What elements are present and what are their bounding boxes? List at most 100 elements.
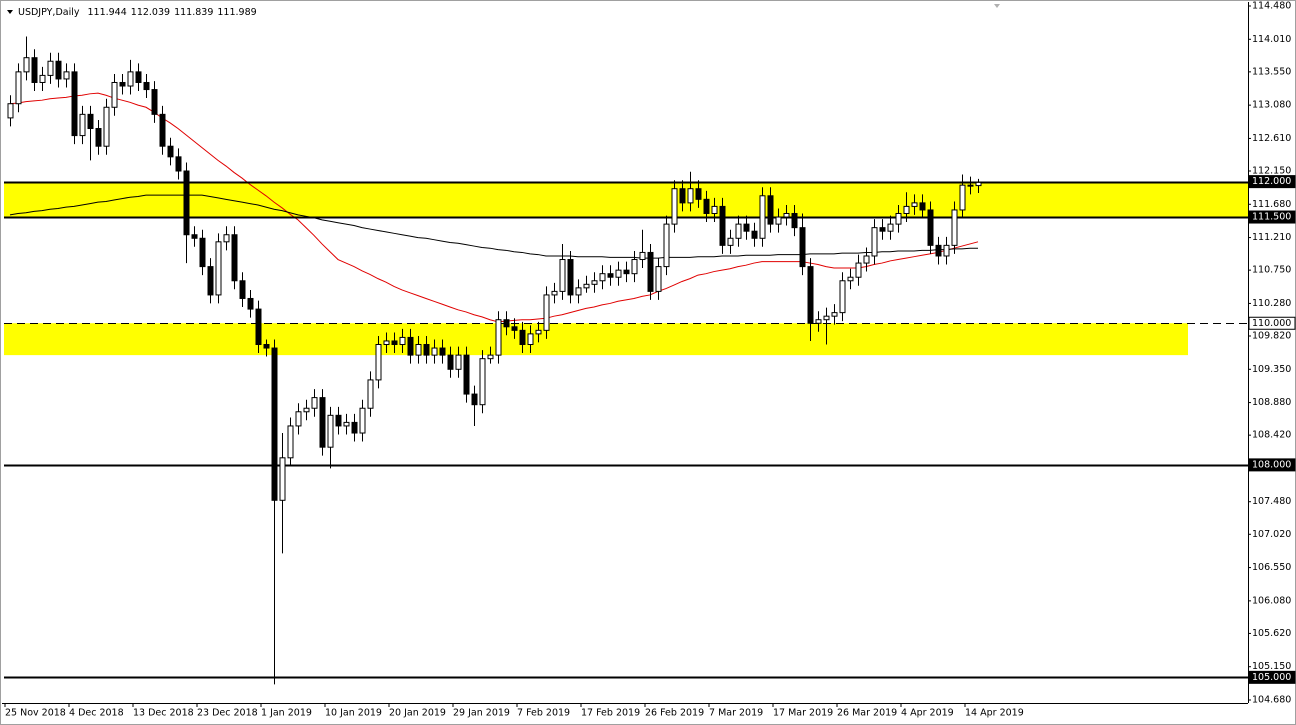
candle-body [487, 354, 494, 360]
candle-body [391, 340, 398, 346]
ohlc-close: 111.989 [217, 7, 256, 18]
candle-body [455, 354, 462, 370]
y-tick-label: 112.610 [1252, 133, 1291, 144]
candle-body [623, 269, 630, 275]
candle-body [375, 344, 382, 381]
candle-body [335, 414, 342, 427]
candle-body [47, 60, 54, 76]
candle-body [823, 315, 830, 321]
x-tick-label: 1 Jan 2019 [261, 708, 312, 719]
candle-body [959, 184, 966, 211]
x-tick-label: 17 Mar 2019 [773, 708, 833, 719]
candle-body [951, 209, 958, 246]
chart-title: USDJPY,Daily 111.944 112.039 111.839 111.989 [18, 7, 257, 18]
candle-body [527, 333, 534, 346]
candle-body [167, 145, 174, 158]
candle-body [631, 259, 638, 275]
candle-body [679, 188, 686, 204]
candle-body [759, 195, 766, 239]
candle-body [279, 457, 286, 501]
x-tick-label: 23 Dec 2018 [197, 708, 258, 719]
candle-body [31, 57, 38, 83]
candle-body [919, 202, 926, 211]
candle-body [39, 74, 46, 83]
candle-body [895, 212, 902, 225]
candle-body [751, 230, 758, 239]
candle-body [855, 262, 862, 278]
candle-body [407, 336, 414, 356]
candle-body [807, 266, 814, 324]
x-tick-label: 29 Jan 2019 [453, 708, 510, 719]
candle-body [367, 379, 374, 409]
candle-body [663, 223, 670, 268]
candle-body [183, 170, 190, 236]
candle-body [703, 198, 710, 214]
ohlc-low: 111.839 [174, 7, 213, 18]
y-tick-label: 109.820 [1252, 331, 1291, 342]
candle-body [383, 340, 390, 346]
candle-body [71, 71, 78, 137]
candle-body [535, 329, 542, 335]
candle-body [343, 421, 350, 427]
candle-body [7, 103, 14, 119]
y-tick-label: 108.420 [1252, 430, 1291, 441]
candle-body [519, 329, 526, 346]
x-tick-label: 26 Mar 2019 [837, 708, 897, 719]
y-tick-label: 113.080 [1252, 100, 1291, 111]
candle-body [607, 273, 614, 278]
shift-marker [994, 4, 1000, 8]
candle-body [247, 297, 254, 310]
candle-body [23, 57, 30, 73]
candle-body [567, 259, 574, 296]
candle-body [639, 251, 646, 261]
candle-body [791, 212, 798, 229]
candle-body [463, 354, 470, 395]
candle-body [103, 106, 110, 147]
candle-body [767, 195, 774, 225]
level-price-tag [1248, 670, 1296, 684]
candle-body [263, 344, 270, 349]
candle-body [495, 319, 502, 356]
x-tick-label: 25 Nov 2018 [5, 708, 66, 719]
candle-body [127, 71, 134, 87]
candle-body [735, 223, 742, 239]
candle-body [775, 216, 782, 225]
candle-body [935, 244, 942, 257]
x-tick-label: 17 Feb 2019 [581, 708, 640, 719]
candle-body [159, 113, 166, 147]
candle-body [559, 259, 566, 292]
x-tick-label: 10 Jan 2019 [325, 708, 382, 719]
candle-body [303, 407, 310, 413]
candle-body [239, 280, 246, 299]
candle-body [671, 188, 678, 225]
symbol: USDJPY,Daily [18, 7, 80, 18]
candle-body [431, 347, 438, 356]
candle-body [903, 205, 910, 214]
candle-body [975, 181, 982, 187]
candle-body [471, 393, 478, 406]
candle-body [783, 212, 790, 218]
level-price-tag [1248, 210, 1296, 224]
candle-body [839, 280, 846, 314]
y-tick-label: 105.150 [1252, 661, 1291, 672]
candle-body [599, 273, 606, 282]
y-tick-label: 108.880 [1252, 397, 1291, 408]
candle-body [887, 223, 894, 232]
level-price-tag [1248, 316, 1296, 330]
x-tick-label: 13 Dec 2018 [133, 708, 194, 719]
candle-body [815, 319, 822, 324]
candle-body [119, 81, 126, 87]
level-price-label: 110.000 [1252, 318, 1291, 329]
candle-body [423, 344, 430, 356]
x-tick-label: 14 Apr 2019 [965, 708, 1024, 719]
candle-body [135, 71, 142, 83]
ohlc-open: 111.944 [87, 7, 126, 18]
candle-body [143, 81, 150, 91]
candle-body [311, 397, 318, 409]
candle-body [543, 294, 550, 331]
candle-body [319, 397, 326, 448]
level-price-label: 108.000 [1252, 459, 1291, 470]
